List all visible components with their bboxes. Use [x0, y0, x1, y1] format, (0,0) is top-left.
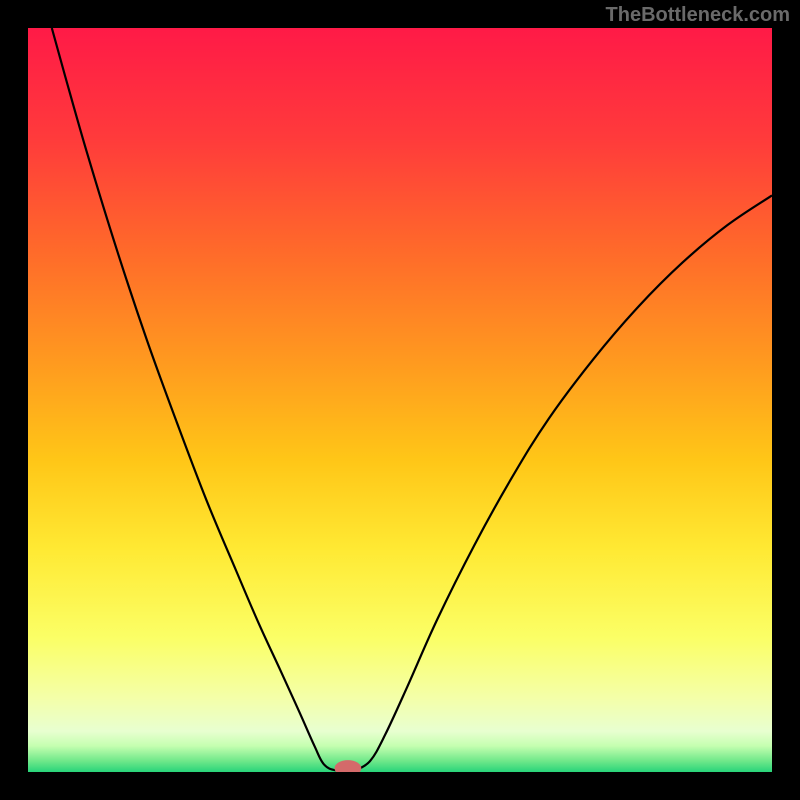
chart-background [28, 28, 772, 772]
watermark-text: TheBottleneck.com [606, 4, 790, 27]
chart-container: TheBottleneck.com [0, 0, 800, 800]
bottleneck-chart [0, 0, 800, 800]
chart-border [772, 0, 800, 800]
chart-border [0, 0, 28, 800]
chart-border [0, 772, 800, 800]
